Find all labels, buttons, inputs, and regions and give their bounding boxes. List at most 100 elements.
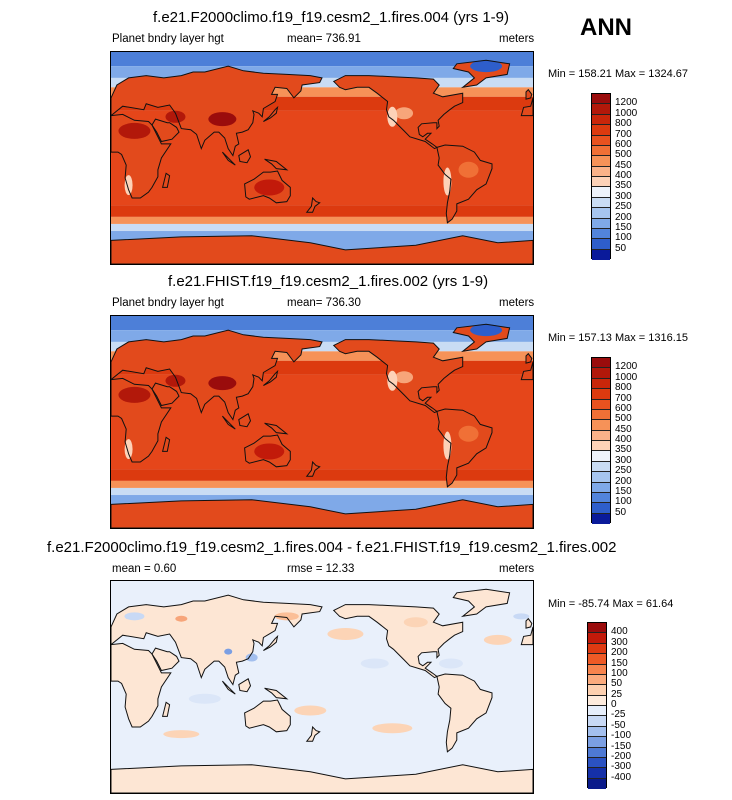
difference-anomaly — [175, 615, 188, 622]
colorbar-swatch — [592, 378, 610, 390]
colorbar-tick-label: 25 — [611, 688, 623, 700]
panel-3-units-label: meters — [499, 563, 535, 575]
colorbar-tick-label: 50 — [611, 678, 623, 690]
colorbar-tick-label: 150 — [615, 485, 632, 497]
colorbar-swatch — [588, 778, 606, 789]
colorbar-tick-label: 0 — [611, 699, 617, 710]
colorbar-swatch — [592, 503, 610, 514]
colorbar-swatch — [588, 706, 606, 717]
colorbar-tick-label: 200 — [611, 647, 628, 659]
colorbar-swatch — [592, 197, 610, 209]
panel-3-rmse-label: rmse = 12.33 — [287, 563, 355, 575]
difference-anomaly — [513, 613, 530, 620]
colorbar-tick-label: 700 — [615, 392, 632, 404]
coastline — [244, 434, 291, 468]
ocean-band — [111, 205, 533, 217]
colorbar-swatch — [588, 695, 606, 706]
panel-1-map — [110, 51, 534, 265]
difference-anomaly — [483, 634, 512, 645]
map-canvas — [111, 52, 533, 264]
greenland-low — [470, 60, 503, 73]
colorbar-swatch — [592, 399, 610, 410]
land-region — [264, 159, 287, 170]
panel-3-title: f.e21.F2000climo.f19_f19.cesm2_1.fires.0… — [47, 539, 617, 556]
colorbar-swatch — [592, 218, 610, 229]
colorbar-tick-label: -400 — [611, 771, 632, 783]
colorbar-tick-label: 350 — [615, 180, 632, 192]
colorbar-tick-label: 800 — [615, 382, 632, 394]
coastline — [221, 415, 236, 430]
coastline — [264, 422, 289, 435]
colorbar-tick-label: -25 — [611, 709, 626, 721]
difference-anomaly — [294, 705, 327, 716]
difference-anomaly — [124, 612, 145, 621]
australia-high — [254, 179, 285, 196]
colorbar-swatch — [592, 249, 610, 260]
coastline — [161, 172, 171, 188]
coastline — [111, 235, 533, 264]
panel-2-title: f.e21.FHIST.f19_f19.cesm2_1.fires.002 (y… — [168, 273, 489, 290]
pblh-maximum — [208, 112, 237, 127]
colorbar-tick-label: 1000 — [615, 371, 638, 383]
pblh-maximum — [208, 376, 237, 391]
difference-anomaly — [403, 617, 428, 628]
colorbar-swatch — [588, 757, 606, 769]
land-region — [238, 413, 251, 427]
namibia-coast — [124, 439, 133, 460]
panel-2-units-label: meters — [499, 297, 535, 309]
rockies — [395, 371, 414, 384]
coastline — [263, 105, 279, 122]
panel-1-mean-label: mean= 736.91 — [287, 33, 361, 45]
colorbar-tick-label: 300 — [615, 454, 632, 466]
panel-1-variable-label: Planet bndry layer hgt — [112, 33, 224, 45]
coastline — [244, 170, 291, 204]
colorbar-tick-label: -200 — [611, 750, 632, 762]
colorbar-swatch — [588, 674, 606, 686]
land-region — [238, 678, 251, 692]
coastline — [332, 604, 464, 679]
difference-anomaly — [274, 612, 299, 621]
difference-anomaly — [224, 648, 233, 655]
ocean-band — [111, 77, 533, 88]
iran-high — [165, 374, 186, 387]
colorbar-tick-label: 50 — [615, 506, 627, 518]
panel-2-variable-label: Planet bndry layer hgt — [112, 297, 224, 309]
coastline — [221, 680, 236, 695]
colorbar-swatch — [592, 145, 610, 157]
colorbar-swatch — [592, 156, 610, 167]
colorbar-tick-label: 100 — [615, 232, 632, 244]
ocean-band — [111, 87, 533, 97]
land-region — [111, 499, 533, 528]
coastline — [332, 75, 464, 150]
colorbar-swatch — [588, 685, 606, 696]
coastline — [111, 113, 172, 199]
colorbar-tick-label: 300 — [611, 636, 628, 648]
land-region — [526, 89, 532, 100]
difference-anomaly — [327, 628, 364, 640]
land-region — [436, 145, 492, 223]
colorbar-swatch — [588, 737, 606, 748]
colorbar-tick-label: 1200 — [615, 361, 638, 373]
colorbar-swatch — [592, 409, 610, 421]
land-region — [111, 643, 171, 727]
panel-1-minmax: Min = 158.21 Max = 1324.67 — [548, 68, 689, 80]
colorbar-tick-label: 200 — [615, 211, 632, 223]
coastline — [436, 144, 493, 224]
amazon — [458, 161, 479, 178]
coastline — [221, 151, 236, 166]
colorbar-tick-label: 250 — [615, 465, 632, 477]
difference-anomaly — [360, 658, 389, 669]
colorbar-swatch — [592, 208, 610, 219]
coastline — [111, 499, 533, 528]
land-region — [521, 626, 533, 645]
colorbar-tick-label: 700 — [615, 128, 632, 140]
panel-1-units-label: meters — [499, 33, 535, 45]
colorbar-swatch — [592, 135, 610, 146]
coastline — [161, 436, 171, 452]
ocean-band — [111, 216, 533, 224]
panel-2-mean-label: mean= 736.30 — [287, 297, 361, 309]
colorbar-swatch — [592, 166, 610, 177]
colorbar-tick-label: 1000 — [615, 107, 638, 119]
panel-3-minmax: Min = -85.74 Max = 61.64 — [548, 598, 674, 610]
colorbar-tick-label: 1200 — [615, 97, 638, 109]
